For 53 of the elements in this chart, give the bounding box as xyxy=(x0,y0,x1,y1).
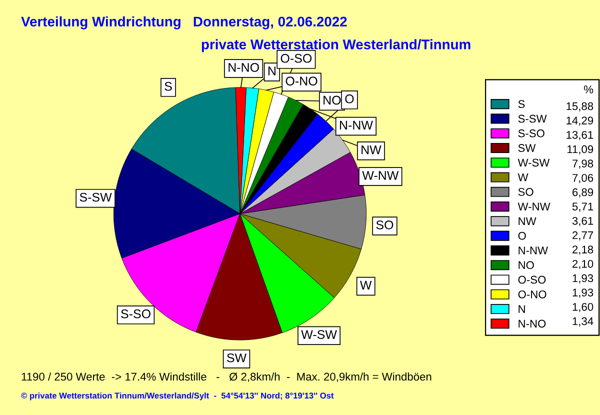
data-label: 7,06 xyxy=(572,174,594,184)
data-label: 1,93 xyxy=(572,274,594,284)
data-label: 1,60 xyxy=(572,302,594,312)
slice-label: W xyxy=(360,280,372,290)
data-label: 15,88 xyxy=(566,102,594,112)
data-label: 2,10 xyxy=(572,260,594,270)
data-label: 6,89 xyxy=(572,188,594,198)
legend-label: N-NW xyxy=(518,246,548,254)
legend-label: SO xyxy=(518,188,534,196)
data-label: 14,29 xyxy=(566,116,594,126)
data-label: 13,61 xyxy=(566,130,594,140)
slice-label: SO xyxy=(376,220,394,230)
legend-label: O-SO xyxy=(518,276,546,284)
legend-label: N xyxy=(518,305,525,313)
slice-label: O xyxy=(345,94,354,104)
data-label: 1,93 xyxy=(572,288,594,298)
text: 1190 / 250 Werte -> 17.4% Windstille - Ø 2,8km/h - Max. 20,9km/h = Windböen xyxy=(22,372,432,382)
chart-title: Verteilung Windrichtung Donnerstag, 02.06.2022 xyxy=(21,16,347,30)
chart-subtitle: private Wetterstation Westerland/Tinnum xyxy=(202,39,470,52)
data-label: 2,18 xyxy=(572,246,594,255)
data-label: 11,09 xyxy=(567,145,594,154)
legend-label: S xyxy=(518,100,525,108)
legend-label: SW xyxy=(518,144,536,152)
legend-label: W-NW xyxy=(518,202,550,210)
legend-label: S-SW xyxy=(518,114,547,123)
slice-label: W-SW xyxy=(301,330,337,339)
legend-label: N-NO xyxy=(518,320,546,328)
slice-label: S xyxy=(164,82,172,91)
slice-label: N-NO xyxy=(228,63,259,72)
slice-label: N-NW xyxy=(340,120,373,130)
data-label: 2,77 xyxy=(572,231,594,240)
data-label: 3,61 xyxy=(572,216,594,226)
data-label: 5,71 xyxy=(572,202,594,212)
slice-label: O-NO xyxy=(286,76,318,86)
legend-label: W-SW xyxy=(518,158,550,167)
slice-label: W-NW xyxy=(362,171,399,180)
slice-label: NW xyxy=(362,146,382,154)
slice-label: NO xyxy=(324,96,341,105)
data-label: 1,34 xyxy=(572,317,594,326)
data-label: 7,98 xyxy=(572,160,594,169)
slice-label: N xyxy=(268,66,276,76)
slice-label: S-SO xyxy=(121,309,150,318)
legend-label: NW xyxy=(518,217,536,226)
legend-title: % xyxy=(584,86,594,94)
legend-label: O xyxy=(518,232,526,240)
text: © private Wetterstation Tinnum/Westerland/Sylt - 54°54'13'' Nord; 8°19'13'' Ost xyxy=(21,392,334,400)
legend-label: O-NO xyxy=(518,290,546,298)
slice-label: S-SW xyxy=(80,192,112,202)
legend-label: W xyxy=(518,173,528,182)
slice-label: SW xyxy=(227,353,247,362)
legend-label: NO xyxy=(518,261,534,270)
slice-label: O-SO xyxy=(280,54,312,63)
legend-label: S-SO xyxy=(518,129,544,138)
